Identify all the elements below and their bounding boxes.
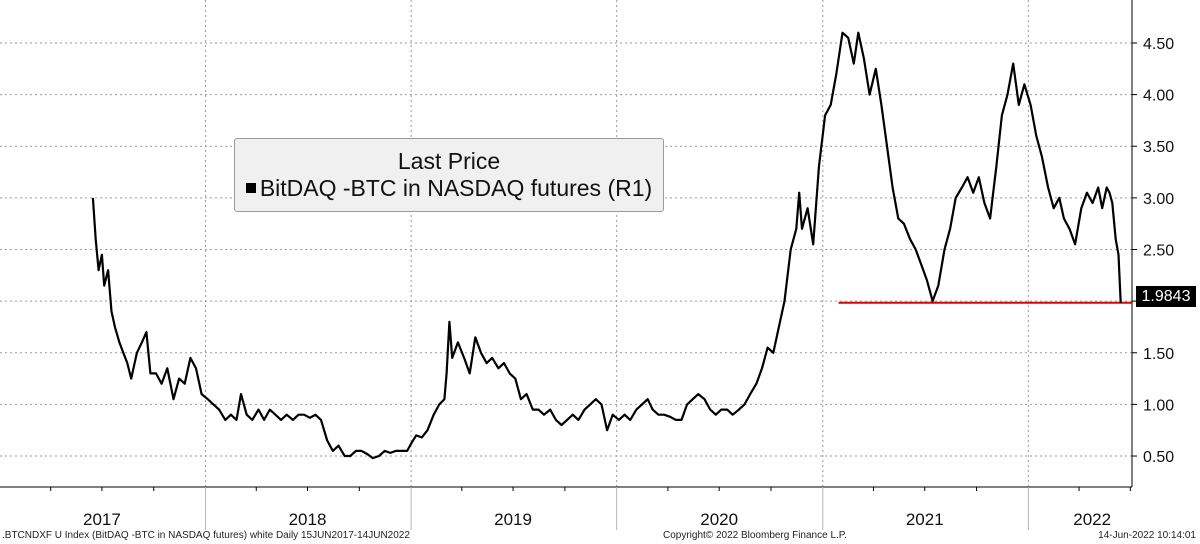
legend-entry: BitDAQ -BTC in NASDAQ futures (R1) [235,174,663,202]
x-tick-label: 2020 [700,510,738,529]
legend-swatch [245,183,256,193]
footer-description: .BTCNDXF U Index (BitDAQ -BTC in NASDAQ … [2,530,410,541]
footer-timestamp: 14-Jun-2022 10:14:01 [1098,530,1196,541]
x-tick-label: 2022 [1073,510,1111,529]
legend-title: Last Price [397,148,501,174]
grid-lines [0,0,1132,487]
footer-copyright: Copyright© 2022 Bloomberg Finance L.P. [663,530,847,541]
y-axis: 0.50 1.00 1.50 2.50 3.00 3.50 4.00 4.50 [1131,0,1174,487]
last-value-label: 1.9843 [1136,286,1196,307]
y-tick-label: 3.00 [1143,191,1174,208]
price-line [91,31,1122,460]
x-tick-label: 2018 [289,510,327,529]
y-tick-label: 1.00 [1143,397,1174,414]
x-axis: 2017 2018 2019 2020 2021 2022 [0,486,1132,530]
y-tick-label: 3.50 [1143,139,1174,156]
y-tick-label: 2.50 [1143,243,1174,260]
x-tick-label: 2021 [906,510,944,529]
legend: Last Price BitDAQ -BTC in NASDAQ futures… [234,138,664,212]
y-tick-label: 4.00 [1143,88,1174,105]
y-tick-label: 4.50 [1143,36,1174,53]
series-line [91,31,1122,460]
y-tick-label: 0.50 [1143,449,1174,466]
legend-entry-label: BitDAQ -BTC in NASDAQ futures (R1) [259,175,653,201]
x-tick-label: 2019 [494,510,532,529]
x-tick-label: 2017 [83,510,121,529]
y-tick-label: 1.50 [1143,346,1174,363]
